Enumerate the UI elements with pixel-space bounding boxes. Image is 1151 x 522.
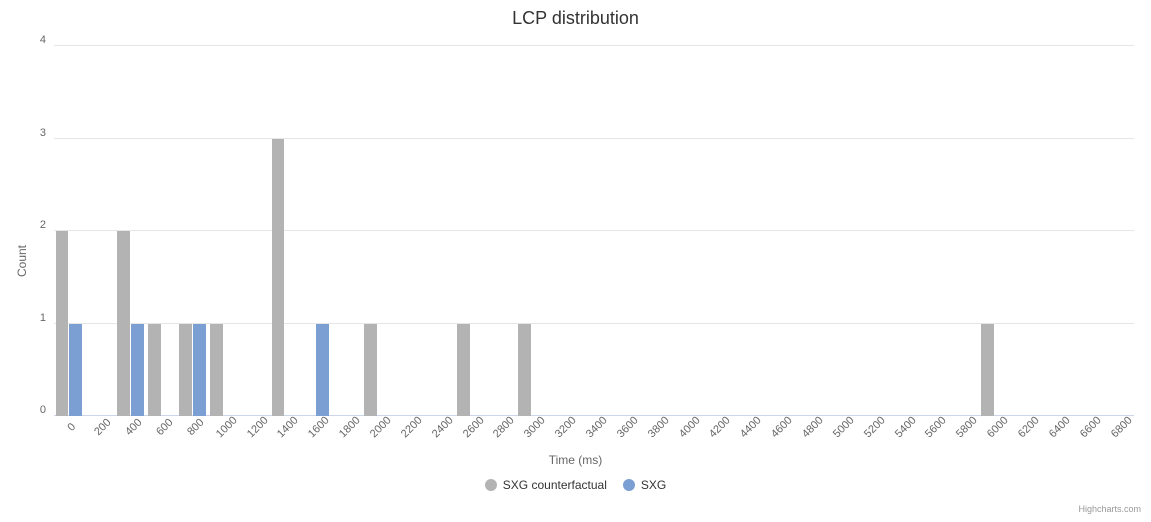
x-tick-label: 600: [154, 417, 175, 438]
x-tick-label: 2800: [491, 414, 517, 440]
x-tick-label: 3800: [646, 414, 672, 440]
legend-item-sxg-counterfactual[interactable]: SXG counterfactual: [485, 478, 607, 492]
x-tick-label: 4000: [676, 414, 702, 440]
bar-sxg-counterfactual[interactable]: [518, 324, 531, 417]
x-tick-label: 2000: [368, 414, 394, 440]
bar-sxg-counterfactual[interactable]: [210, 324, 223, 417]
x-tick-label: 4400: [738, 414, 764, 440]
x-tick-label: 3400: [584, 414, 610, 440]
bar-sxg-counterfactual[interactable]: [457, 324, 470, 417]
x-tick-label: 400: [123, 417, 144, 438]
x-tick-label: 1600: [306, 414, 332, 440]
bar-sxg-counterfactual[interactable]: [148, 324, 161, 417]
y-tick-label: 2: [40, 219, 46, 231]
y-tick-label: 3: [40, 127, 46, 139]
legend-swatch-icon: [485, 479, 497, 491]
x-tick-label: 200: [92, 417, 113, 438]
bar-sxg-counterfactual[interactable]: [179, 324, 192, 417]
gridline: [54, 230, 1134, 231]
bar-sxg-counterfactual[interactable]: [272, 139, 285, 417]
bar-sxg-counterfactual[interactable]: [981, 324, 994, 417]
x-tick-label: 5400: [892, 414, 918, 440]
legend-swatch-icon: [623, 479, 635, 491]
legend-item-sxg[interactable]: SXG: [623, 478, 666, 492]
x-axis-label: Time (ms): [0, 453, 1151, 467]
x-tick-label: 1400: [275, 414, 301, 440]
chart-title: LCP distribution: [0, 8, 1151, 29]
y-tick-label: 0: [40, 404, 46, 416]
x-tick-label: 1800: [337, 414, 363, 440]
x-tick-label: 6800: [1108, 414, 1134, 440]
x-tick-label: 3200: [553, 414, 579, 440]
bar-sxg[interactable]: [69, 324, 82, 417]
gridline: [54, 138, 1134, 139]
x-tick-label: 6600: [1078, 414, 1104, 440]
legend-label: SXG counterfactual: [503, 478, 607, 492]
x-tick-label: 5800: [954, 414, 980, 440]
x-tick-label: 1200: [244, 414, 270, 440]
x-tick-label: 2400: [430, 414, 456, 440]
chart-container: LCP distribution Count 01234020040060080…: [0, 0, 1151, 522]
x-tick-label: 3000: [522, 414, 548, 440]
x-tick-label: 5600: [923, 414, 949, 440]
x-tick-label: 6400: [1047, 414, 1073, 440]
gridline: [54, 45, 1134, 46]
legend: SXG counterfactual SXG: [0, 478, 1151, 494]
y-axis-label: Count: [15, 245, 29, 277]
x-tick-label: 3600: [615, 414, 641, 440]
x-tick-label: 4200: [707, 414, 733, 440]
bar-sxg[interactable]: [193, 324, 206, 417]
legend-label: SXG: [641, 478, 666, 492]
x-tick-label: 6200: [1016, 414, 1042, 440]
plot-area: 0123402004006008001000120014001600180020…: [54, 46, 1134, 416]
bar-sxg[interactable]: [131, 324, 144, 417]
y-tick-label: 4: [40, 34, 46, 46]
y-tick-label: 1: [40, 312, 46, 324]
x-tick-label: 5200: [862, 414, 888, 440]
x-tick-label: 800: [185, 417, 206, 438]
x-tick-label: 5000: [831, 414, 857, 440]
x-tick-label: 1000: [214, 414, 240, 440]
x-tick-label: 2200: [399, 414, 425, 440]
x-tick-label: 4800: [800, 414, 826, 440]
x-tick-label: 6000: [985, 414, 1011, 440]
x-tick-label: 0: [66, 421, 79, 434]
x-tick-label: 4600: [769, 414, 795, 440]
bar-sxg-counterfactual[interactable]: [56, 231, 69, 416]
bar-sxg-counterfactual[interactable]: [364, 324, 377, 417]
bar-sxg[interactable]: [316, 324, 329, 417]
credits-link[interactable]: Highcharts.com: [1078, 504, 1141, 514]
x-tick-label: 2600: [460, 414, 486, 440]
bar-sxg-counterfactual[interactable]: [117, 231, 130, 416]
